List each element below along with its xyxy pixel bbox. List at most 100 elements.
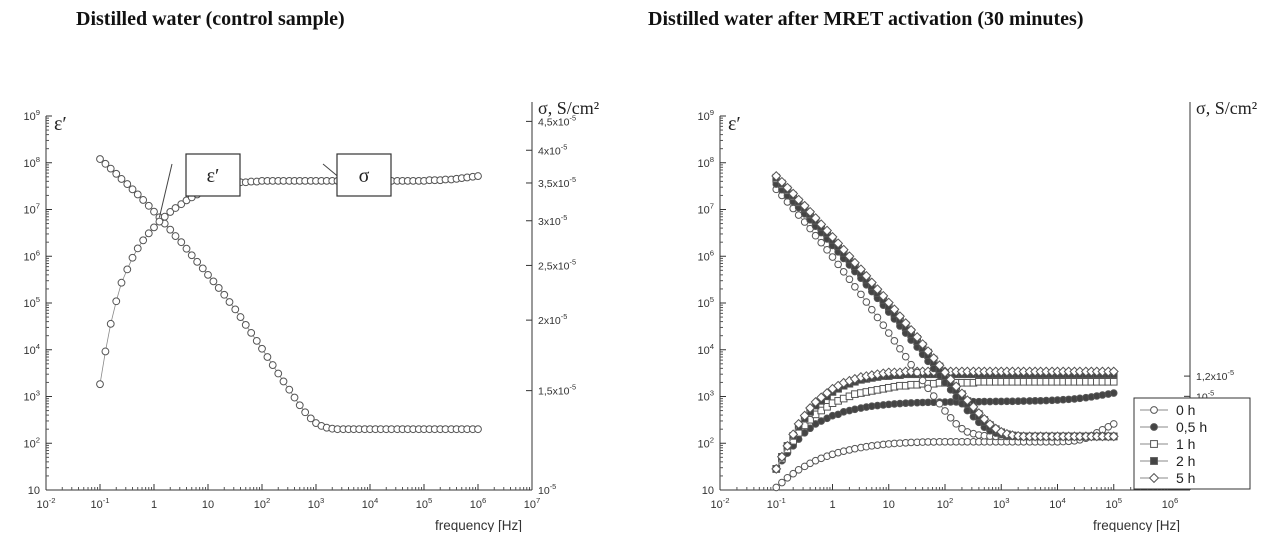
y-right-tick-label: 1,2x10-5 [1196,368,1234,383]
sigma-series-1-point [1109,389,1118,397]
epsilon-series-0-point [901,352,910,361]
y-left-tick-label: 10 [28,485,40,497]
sigma-series-1-point [851,405,859,414]
legend: 0 h0,5 h1 h2 h5 h [1133,397,1251,490]
epsilon-series-0-point [873,313,882,322]
epsilon-series-4-point [906,325,917,336]
epsilon-series-0-point [851,283,859,291]
y-right-tick-label: 2x10-5 [538,312,567,327]
series-epsilon-point [133,190,142,199]
series-sigma-point [106,319,115,328]
x-tick-label: 106 [1162,496,1179,511]
sigma-series-4-point [793,418,804,429]
y-right-axis-label: σ, S/cm² [538,98,599,118]
y-left-tick-label: 108 [23,155,40,170]
x-tick-label: 102 [937,496,954,511]
epsilon-series-4-point [990,423,1001,434]
epsilon-series-4-point [771,171,782,182]
epsilon-series-0-point [907,360,915,369]
control-sample-chart: 10-2 10-1 1 10 102 103 104 105 106 107 10 102 103 104… [23,98,599,532]
series-epsilon-point [112,169,121,178]
epsilon-series-0-point [879,321,888,330]
epsilon-series-4-point [776,176,787,187]
epsilon-series-4-point [833,238,844,249]
sigma-series-4-point [782,440,793,451]
x-tick-label: 106 [470,496,487,511]
y-left-tick-label: 102 [23,435,40,450]
legend-label: 0 h [1176,402,1195,418]
series-epsilon-point [214,284,223,292]
x-axis-label: frequency [Hz] [435,518,522,532]
x-tick-label: 10-2 [36,496,55,511]
legend-marker [1150,423,1158,431]
series-sigma-point [101,347,110,356]
series-epsilon-point [123,180,132,188]
series-sigma-point [166,208,175,216]
sigma-series-4-point [816,392,827,403]
left-chart-title: Distilled water (control sample) [76,8,345,30]
x-tick-label: 10 [202,499,214,511]
x-tick-label: 102 [254,496,271,511]
sigma-series-4-point [788,429,799,440]
legend-label: 0,5 h [1176,419,1207,435]
y-left-tick-label: 106 [697,248,714,263]
series-sigma-point [128,253,137,262]
y-left-tick-label: 103 [23,389,40,404]
x-tick-label: 103 [308,496,325,511]
epsilon-series-4-point [793,194,804,205]
epsilon-series-0-point [828,253,837,261]
epsilon-series-0-point [952,420,960,428]
x-tick-label: 10 [883,499,895,511]
epsilon-series-4-point [923,346,934,357]
epsilon-series-4-point [973,408,984,419]
series-epsilon-point [177,238,186,247]
epsilon-series-0-point [839,267,848,276]
series-epsilon-point [198,264,207,273]
epsilon-series-4-point [945,374,956,385]
epsilon-series-4-point [984,419,995,430]
series-sigma-point [171,204,180,212]
legend-marker [1150,406,1158,414]
epsilon-series-4-point [810,213,821,224]
epsilon-series-4-point [799,200,810,211]
series-epsilon-point [274,369,283,378]
epsilon-series-0-point [794,211,803,219]
series-epsilon-point [187,251,196,260]
epsilon-series-0-point [929,392,938,400]
series-sigma-point [177,200,186,209]
series-sigma-point [150,223,158,232]
epsilon-series-0-point [958,424,966,433]
annotation-label-epsilon: ε′ [207,165,220,187]
legend-marker [1150,457,1158,465]
y-left-tick-label: 102 [697,435,714,450]
series-sigma-point [123,265,132,274]
y-right-tick-label: 10-5 [538,482,556,497]
y-right-tick-label: 4,5x10-5 [538,113,576,128]
epsilon-series-4-point [900,318,911,329]
series-epsilon-point [193,257,202,266]
x-tick-label: 10-1 [767,496,786,511]
series-epsilon-point [295,401,304,410]
series-epsilon-point [182,244,191,253]
series-sigma-point [160,212,169,221]
annotation-leader-epsilon [158,163,173,218]
series-epsilon-point [117,175,126,183]
series-epsilon-point [247,328,256,337]
epsilon-series-4-point [816,219,827,230]
y-left-tick-label: 106 [23,248,40,263]
epsilon-series-4-point [838,244,849,255]
sigma-series-0-point [794,465,803,474]
epsilon-series-0-point [918,376,927,385]
series-epsilon-point [144,201,153,210]
epsilon-series-0-point [811,231,820,240]
series-epsilon-point [231,305,240,314]
y-right-tick-label: 2,5x10-5 [538,257,576,272]
series-epsilon-point [290,393,299,402]
y-right-axis-label: σ, S/cm² [1196,98,1257,118]
series-sigma-point [96,380,104,389]
series-sigma-point [139,236,148,245]
series-sigma-point [133,244,142,253]
sigma-series-0-point [783,473,792,482]
epsilon-series-4-point [912,332,923,343]
legend-label: 5 h [1176,470,1195,486]
